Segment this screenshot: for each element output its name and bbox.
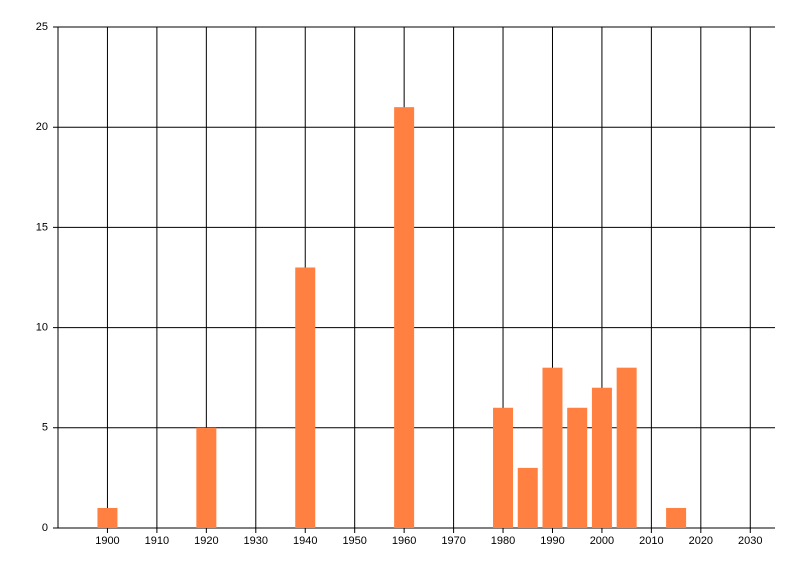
- y-tick-label: 25: [36, 21, 48, 33]
- bar: [394, 107, 415, 528]
- y-tick-label: 20: [36, 121, 48, 133]
- bar: [616, 367, 637, 528]
- x-tick-label: 1930: [244, 535, 268, 547]
- bar: [542, 367, 563, 528]
- x-tick-label: 2030: [738, 535, 762, 547]
- x-tick-label: 1940: [293, 535, 317, 547]
- bar: [517, 467, 538, 528]
- y-tick-label: 5: [42, 422, 48, 434]
- y-tick-label: 10: [36, 322, 48, 334]
- x-tick-label: 2010: [639, 535, 663, 547]
- bar: [295, 267, 316, 528]
- x-tick-label: 2020: [689, 535, 713, 547]
- bar: [666, 507, 687, 528]
- bar: [567, 407, 588, 528]
- bar: [97, 507, 118, 528]
- y-tick-label: 15: [36, 221, 48, 233]
- bar: [196, 427, 217, 528]
- x-tick-label: 1920: [194, 535, 218, 547]
- x-tick-label: 1960: [392, 535, 416, 547]
- bar: [493, 407, 514, 528]
- bar: [591, 387, 612, 528]
- x-tick-label: 2000: [590, 535, 614, 547]
- x-tick-label: 1990: [540, 535, 564, 547]
- x-tick-label: 1910: [145, 535, 169, 547]
- y-tick-label: 0: [42, 522, 48, 534]
- x-tick-label: 1970: [441, 535, 465, 547]
- x-tick-label: 1900: [95, 535, 119, 547]
- x-tick-label: 1980: [491, 535, 515, 547]
- x-tick-label: 1950: [342, 535, 366, 547]
